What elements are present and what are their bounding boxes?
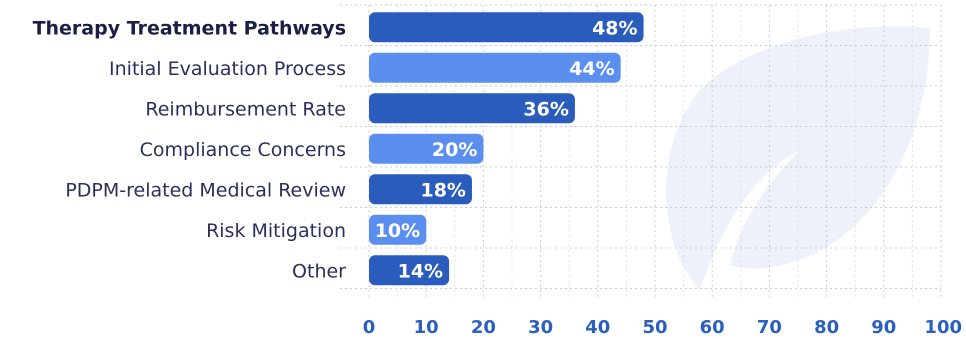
category-label: Reimbursement Rate [145, 98, 346, 120]
category-label: PDPM-related Medical Review [65, 179, 346, 201]
x-tick-label: 30 [528, 317, 553, 338]
bar [369, 214, 427, 245]
category-label: Compliance Concerns [140, 139, 346, 161]
grid-lines [340, 4, 942, 297]
value-label: 10% [375, 220, 420, 242]
bar [369, 255, 450, 286]
x-tick-label: 0 [363, 317, 376, 338]
bars [369, 12, 644, 286]
category-label: Other [292, 260, 346, 282]
value-label: 36% [523, 98, 568, 120]
bar [369, 12, 644, 43]
category-label: Therapy Treatment Pathways [33, 17, 346, 39]
x-tick-label: 100 [924, 317, 962, 338]
x-tick-label: 40 [585, 317, 610, 338]
leaf-watermark-icon [666, 26, 930, 290]
x-tick-label: 50 [642, 317, 667, 338]
bar [369, 174, 472, 205]
bar [369, 52, 621, 83]
x-tick-label: 70 [757, 317, 782, 338]
category-labels: Therapy Treatment Pathways Initial Evalua… [33, 17, 347, 282]
x-axis-ticks: 0 10 20 30 40 50 60 70 80 90 100 [363, 317, 962, 338]
value-label: 44% [569, 58, 614, 80]
value-label: 20% [432, 139, 477, 161]
bar [369, 133, 484, 164]
x-tick-label: 80 [814, 317, 839, 338]
category-label: Initial Evaluation Process [109, 58, 346, 80]
x-tick-label: 90 [871, 317, 896, 338]
bar [369, 93, 575, 124]
value-labels: 48% 44%36% 20% 18%10% 14% [375, 17, 638, 282]
value-label: 14% [398, 260, 443, 282]
value-label: 48% [592, 17, 637, 39]
x-tick-label: 60 [700, 317, 725, 338]
x-tick-label: 10 [414, 317, 439, 338]
value-label: 18% [420, 179, 465, 201]
x-tick-label: 20 [471, 317, 496, 338]
category-label: Risk Mitigation [206, 220, 346, 242]
